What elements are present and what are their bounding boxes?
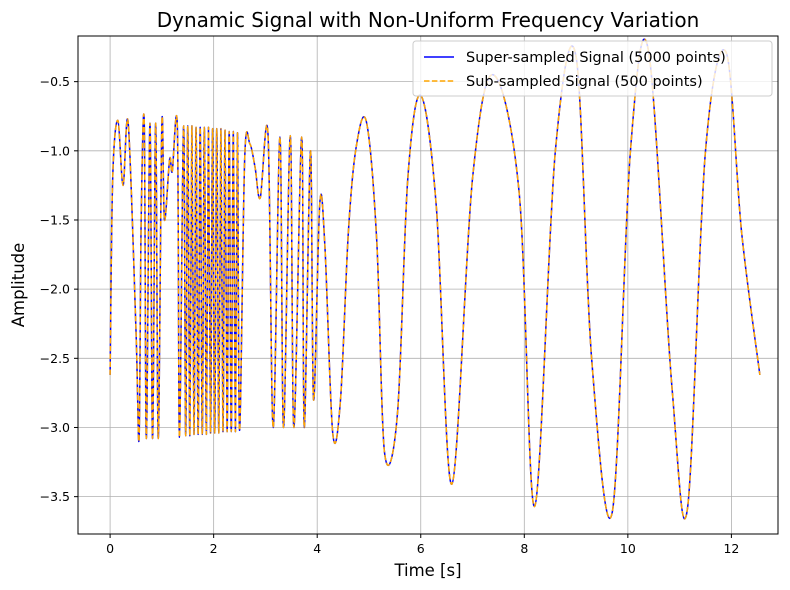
- chart-title: Dynamic Signal with Non-Uniform Frequenc…: [157, 8, 700, 32]
- x-tick-label: 4: [313, 541, 321, 556]
- x-axis-title: Time [s]: [393, 561, 461, 580]
- legend-label-super-sampled: Super-sampled Signal (5000 points): [466, 50, 726, 66]
- x-tick-label: 10: [620, 541, 636, 556]
- legend: Super-sampled Signal (5000 points) Sub-s…: [412, 40, 773, 97]
- y-tick-label: −2.5: [40, 351, 70, 366]
- x-tick-label: 0: [106, 541, 114, 556]
- y-axis-title: Amplitude: [9, 243, 28, 328]
- y-tick-label: −1.5: [40, 212, 70, 227]
- y-tick-label: −3.0: [40, 420, 70, 435]
- legend-box: [412, 40, 773, 97]
- series-layer: [109, 38, 761, 520]
- x-tick-label: 6: [417, 541, 425, 556]
- axis-ticks: 0 2 4 6 8 10 12 −3.5 −3.0 −2.5 −2.0 −1.5 −1.0 −0.5: [40, 74, 740, 556]
- y-tick-label: −3.5: [40, 489, 70, 504]
- x-tick-label: 2: [210, 541, 218, 556]
- x-tick-label: 12: [723, 541, 739, 556]
- y-tick-label: −2.0: [40, 282, 70, 297]
- plot-area-frame: [77, 35, 779, 535]
- x-tick-label: 8: [520, 541, 528, 556]
- legend-label-sub-sampled: Sub-sampled Signal (500 points): [466, 74, 703, 90]
- series-line-sub-sampled: [109, 38, 761, 520]
- y-tick-label: −0.5: [40, 74, 70, 89]
- y-tick-label: −1.0: [40, 143, 70, 158]
